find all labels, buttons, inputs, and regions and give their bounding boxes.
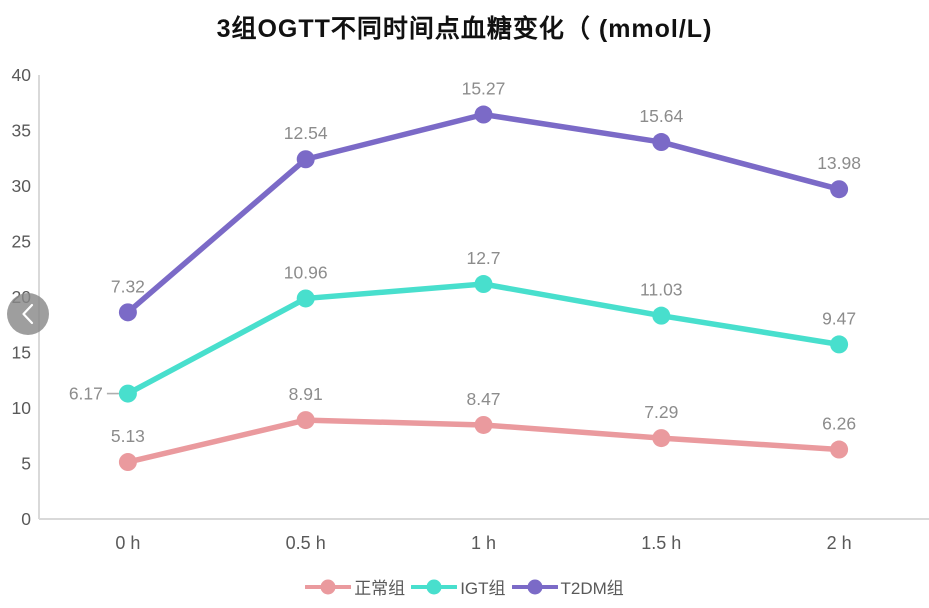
data-point <box>118 453 137 472</box>
chart-title: 3组OGTT不同时间点血糖变化（ (mmol/L) <box>216 15 713 43</box>
x-axis-label: 1.5 h <box>641 533 681 553</box>
data-point <box>652 133 671 152</box>
series-line-1 <box>125 281 842 397</box>
y-tick-label: 25 <box>12 232 31 252</box>
data-label: 9.47 <box>822 308 856 328</box>
data-label: 12.54 <box>284 123 328 143</box>
data-label: 13.98 <box>817 153 861 173</box>
y-tick-label: 30 <box>12 176 32 196</box>
data-point <box>474 105 493 124</box>
chart-plot-area: 05101520253035400 h0.5 h1 h1.5 h2 h5.138… <box>12 65 929 553</box>
carousel-prev-button[interactable] <box>7 293 49 335</box>
data-label: 11.03 <box>640 280 683 300</box>
data-label: 15.27 <box>462 79 506 99</box>
legend-item-1[interactable]: IGT组 <box>411 574 506 599</box>
data-label: 10.96 <box>284 262 328 282</box>
chevron-left-icon <box>22 303 34 325</box>
data-label: 7.32 <box>111 276 145 296</box>
data-point <box>830 335 849 354</box>
x-axis-label: 1 h <box>471 533 496 553</box>
data-label: 7.29 <box>644 402 678 422</box>
y-tick-label: 40 <box>12 65 32 85</box>
y-tick-label: 35 <box>12 121 31 141</box>
data-point <box>830 180 849 199</box>
x-axis-label: 2 h <box>827 533 852 553</box>
data-label: 12.7 <box>466 248 500 268</box>
data-point <box>830 440 849 459</box>
data-label: 8.47 <box>466 389 500 409</box>
data-label: 5.13 <box>111 426 145 446</box>
data-point <box>652 429 671 448</box>
y-tick-label: 10 <box>12 398 32 418</box>
data-label: 8.91 <box>289 384 323 404</box>
legend-marker-icon <box>511 579 558 594</box>
data-point <box>118 384 137 403</box>
data-point <box>296 411 315 430</box>
legend-label: T2DM组 <box>560 579 624 598</box>
y-tick-label: 15 <box>12 343 31 363</box>
legend-item-2[interactable]: T2DM组 <box>511 574 624 599</box>
data-point <box>474 415 493 434</box>
legend-label: 正常组 <box>354 579 406 598</box>
data-point <box>296 289 315 308</box>
data-point <box>652 306 671 325</box>
x-axis-label: 0.5 h <box>286 533 326 553</box>
legend-marker-icon <box>305 579 352 594</box>
data-label: 6.17 <box>69 384 103 404</box>
y-tick-label: 0 <box>21 509 31 529</box>
legend-marker-icon <box>411 579 458 594</box>
data-label: 6.26 <box>822 414 856 434</box>
x-axis-label: 0 h <box>115 533 140 553</box>
data-point <box>118 303 137 322</box>
legend-item-0[interactable]: 正常组 <box>305 574 405 599</box>
data-label: 15.64 <box>639 106 683 126</box>
y-tick-label: 5 <box>21 454 31 474</box>
chart-legend: 正常组 IGT组 T2DM组 <box>0 574 929 599</box>
data-point <box>296 150 315 169</box>
data-point <box>474 275 493 294</box>
legend-label: IGT组 <box>460 579 506 598</box>
